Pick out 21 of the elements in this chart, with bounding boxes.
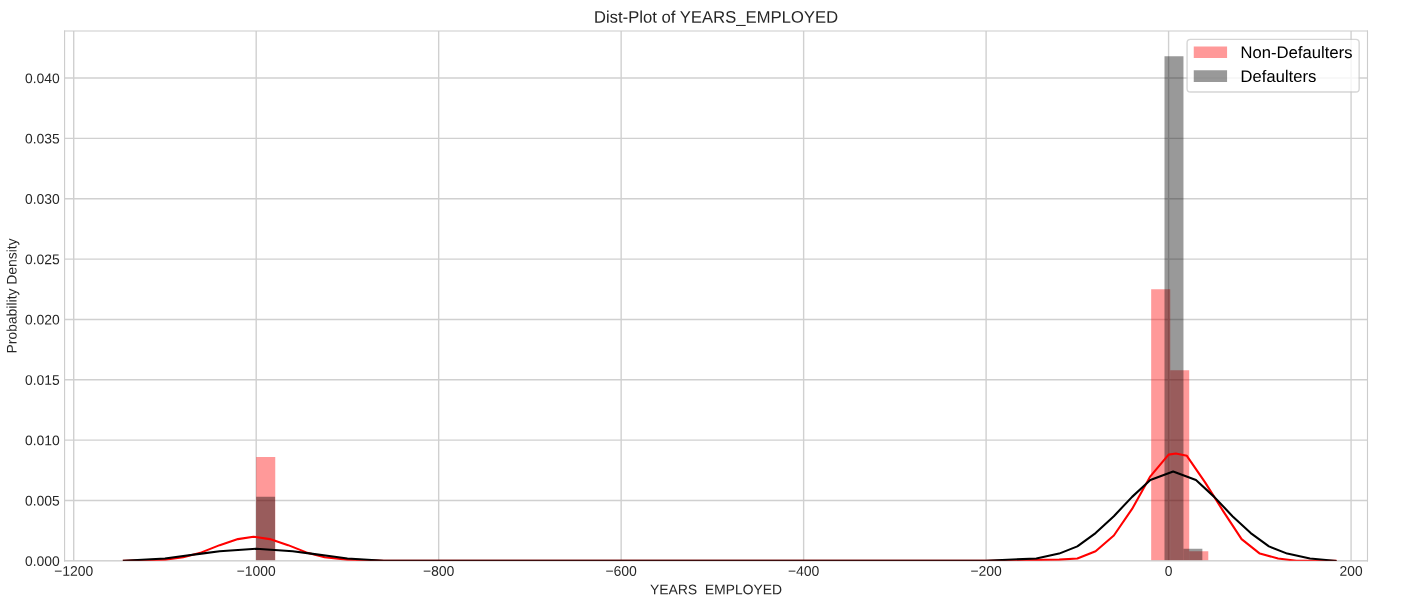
x-tick-label: 200 <box>1340 566 1363 576</box>
chart-title: Dist-Plot of YEARS_EMPLOYED <box>595 10 838 26</box>
x-tick-label: −800 <box>423 566 454 576</box>
y-tick-label: 0.035 <box>25 133 60 144</box>
y-tick-label: 0.010 <box>25 435 60 446</box>
y-tick-label: 0.040 <box>25 73 60 84</box>
y-tick-label: 0.030 <box>25 194 60 204</box>
legend-label: Defaulters <box>1241 69 1316 83</box>
y-tick-label: 0.005 <box>25 495 60 506</box>
x-tick-label: −200 <box>971 566 1002 576</box>
legend-label: Non-Defaulters <box>1241 45 1352 59</box>
y-tick-label: 0.015 <box>25 375 60 385</box>
y-tick-label: 0.020 <box>25 314 60 325</box>
y-axis-title: Probability Density <box>6 238 20 353</box>
x-tick-label: 0 <box>1165 566 1172 576</box>
x-tick-label: −400 <box>788 566 819 576</box>
y-tick-label: 0.000 <box>25 556 60 567</box>
x-tick-label: −600 <box>606 566 637 576</box>
y-tick-label: 0.025 <box>25 254 60 265</box>
x-tick-label: −1200 <box>54 566 93 576</box>
x-tick-label: −1000 <box>237 566 276 576</box>
